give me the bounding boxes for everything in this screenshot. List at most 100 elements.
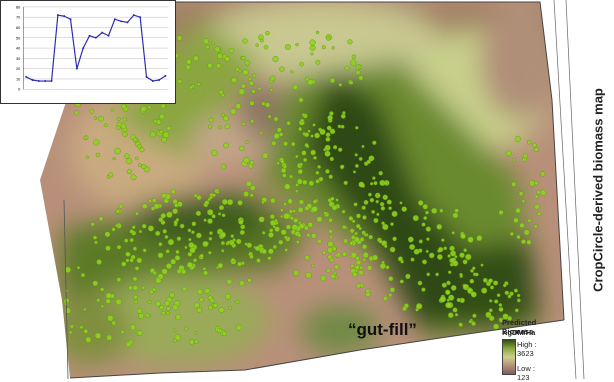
sample-point bbox=[298, 126, 303, 131]
sample-point bbox=[235, 299, 240, 304]
sample-point bbox=[485, 311, 492, 318]
sample-point bbox=[138, 312, 145, 319]
sample-point bbox=[349, 241, 354, 246]
data-point bbox=[88, 34, 91, 37]
sample-point bbox=[138, 229, 143, 234]
sample-point bbox=[116, 244, 122, 250]
sample-point bbox=[221, 213, 226, 218]
sample-point bbox=[238, 219, 244, 225]
sample-point bbox=[284, 183, 291, 190]
sample-point bbox=[231, 77, 238, 84]
data-point bbox=[69, 18, 72, 21]
sample-point bbox=[319, 128, 326, 136]
sample-point bbox=[324, 150, 331, 157]
data-point bbox=[31, 79, 34, 81]
sample-point bbox=[498, 306, 504, 312]
y-tick-label: 20 bbox=[16, 66, 21, 71]
data-point bbox=[25, 75, 28, 78]
sample-point bbox=[94, 240, 98, 245]
sample-point bbox=[401, 206, 408, 212]
sample-point bbox=[99, 287, 105, 292]
sample-point bbox=[327, 241, 334, 248]
sample-point bbox=[257, 86, 262, 91]
sample-point bbox=[459, 252, 465, 258]
sample-point bbox=[470, 291, 477, 298]
sample-point bbox=[249, 100, 255, 106]
data-point bbox=[113, 18, 116, 21]
sample-point bbox=[188, 85, 193, 90]
sample-point bbox=[247, 76, 252, 81]
sample-point bbox=[299, 162, 304, 167]
sample-point bbox=[274, 226, 280, 232]
sample-point bbox=[185, 58, 192, 65]
sample-point bbox=[536, 211, 542, 217]
sample-point bbox=[261, 248, 267, 255]
sample-point bbox=[348, 216, 354, 221]
sample-point bbox=[244, 60, 251, 66]
sample-point bbox=[150, 206, 156, 211]
sample-point bbox=[376, 193, 381, 198]
sample-point bbox=[471, 321, 476, 326]
sample-point bbox=[481, 287, 488, 294]
sample-point bbox=[328, 229, 333, 234]
sample-point bbox=[280, 214, 284, 219]
sample-point bbox=[194, 339, 199, 344]
sample-point bbox=[323, 211, 327, 215]
sample-point bbox=[293, 270, 299, 276]
sample-point bbox=[267, 256, 272, 261]
y-tick-label: 0 bbox=[18, 87, 21, 92]
sample-point bbox=[278, 239, 284, 245]
sample-point bbox=[237, 200, 243, 206]
sample-point bbox=[68, 330, 73, 335]
sample-point bbox=[533, 146, 539, 152]
sample-point bbox=[126, 169, 132, 175]
sample-point bbox=[306, 233, 311, 238]
sample-point bbox=[456, 297, 461, 303]
sample-point bbox=[155, 300, 161, 307]
sample-point bbox=[435, 272, 439, 277]
sample-point bbox=[472, 313, 477, 318]
sample-point bbox=[207, 250, 212, 255]
sample-point bbox=[283, 235, 288, 239]
sample-point bbox=[50, 303, 55, 308]
sample-point bbox=[342, 251, 348, 257]
sample-point bbox=[516, 298, 521, 303]
sample-point bbox=[135, 156, 139, 161]
sample-point bbox=[92, 280, 99, 287]
sample-point bbox=[217, 262, 224, 269]
sample-point bbox=[196, 307, 202, 313]
sample-point bbox=[176, 268, 182, 274]
sample-point bbox=[405, 273, 411, 280]
sample-point bbox=[212, 303, 218, 308]
sample-point bbox=[350, 234, 356, 240]
sample-point bbox=[328, 218, 333, 223]
sample-point bbox=[203, 218, 207, 222]
sample-point bbox=[540, 171, 546, 177]
sample-point bbox=[352, 170, 357, 174]
sample-point bbox=[523, 229, 530, 236]
sample-point bbox=[284, 248, 289, 252]
sample-point bbox=[136, 257, 143, 264]
sample-point bbox=[235, 103, 242, 110]
sample-point bbox=[316, 216, 323, 223]
sample-point bbox=[193, 302, 200, 309]
sample-point bbox=[441, 282, 447, 288]
sample-point bbox=[230, 108, 237, 115]
sample-point bbox=[141, 285, 146, 290]
gut-fill-annotation: “gut-fill” bbox=[348, 320, 417, 339]
sample-point bbox=[363, 233, 367, 237]
sample-point bbox=[488, 308, 493, 313]
sample-point bbox=[331, 46, 335, 50]
sample-point bbox=[129, 237, 134, 243]
sample-point bbox=[137, 144, 142, 149]
sample-point bbox=[534, 180, 539, 186]
sample-point bbox=[242, 69, 249, 76]
sample-point bbox=[301, 112, 306, 117]
sample-point bbox=[376, 212, 380, 217]
sample-point bbox=[315, 30, 320, 35]
sample-point bbox=[439, 296, 447, 303]
sample-point bbox=[159, 305, 165, 310]
sample-point bbox=[474, 272, 479, 277]
sample-point bbox=[454, 208, 459, 213]
sample-point bbox=[375, 199, 380, 204]
